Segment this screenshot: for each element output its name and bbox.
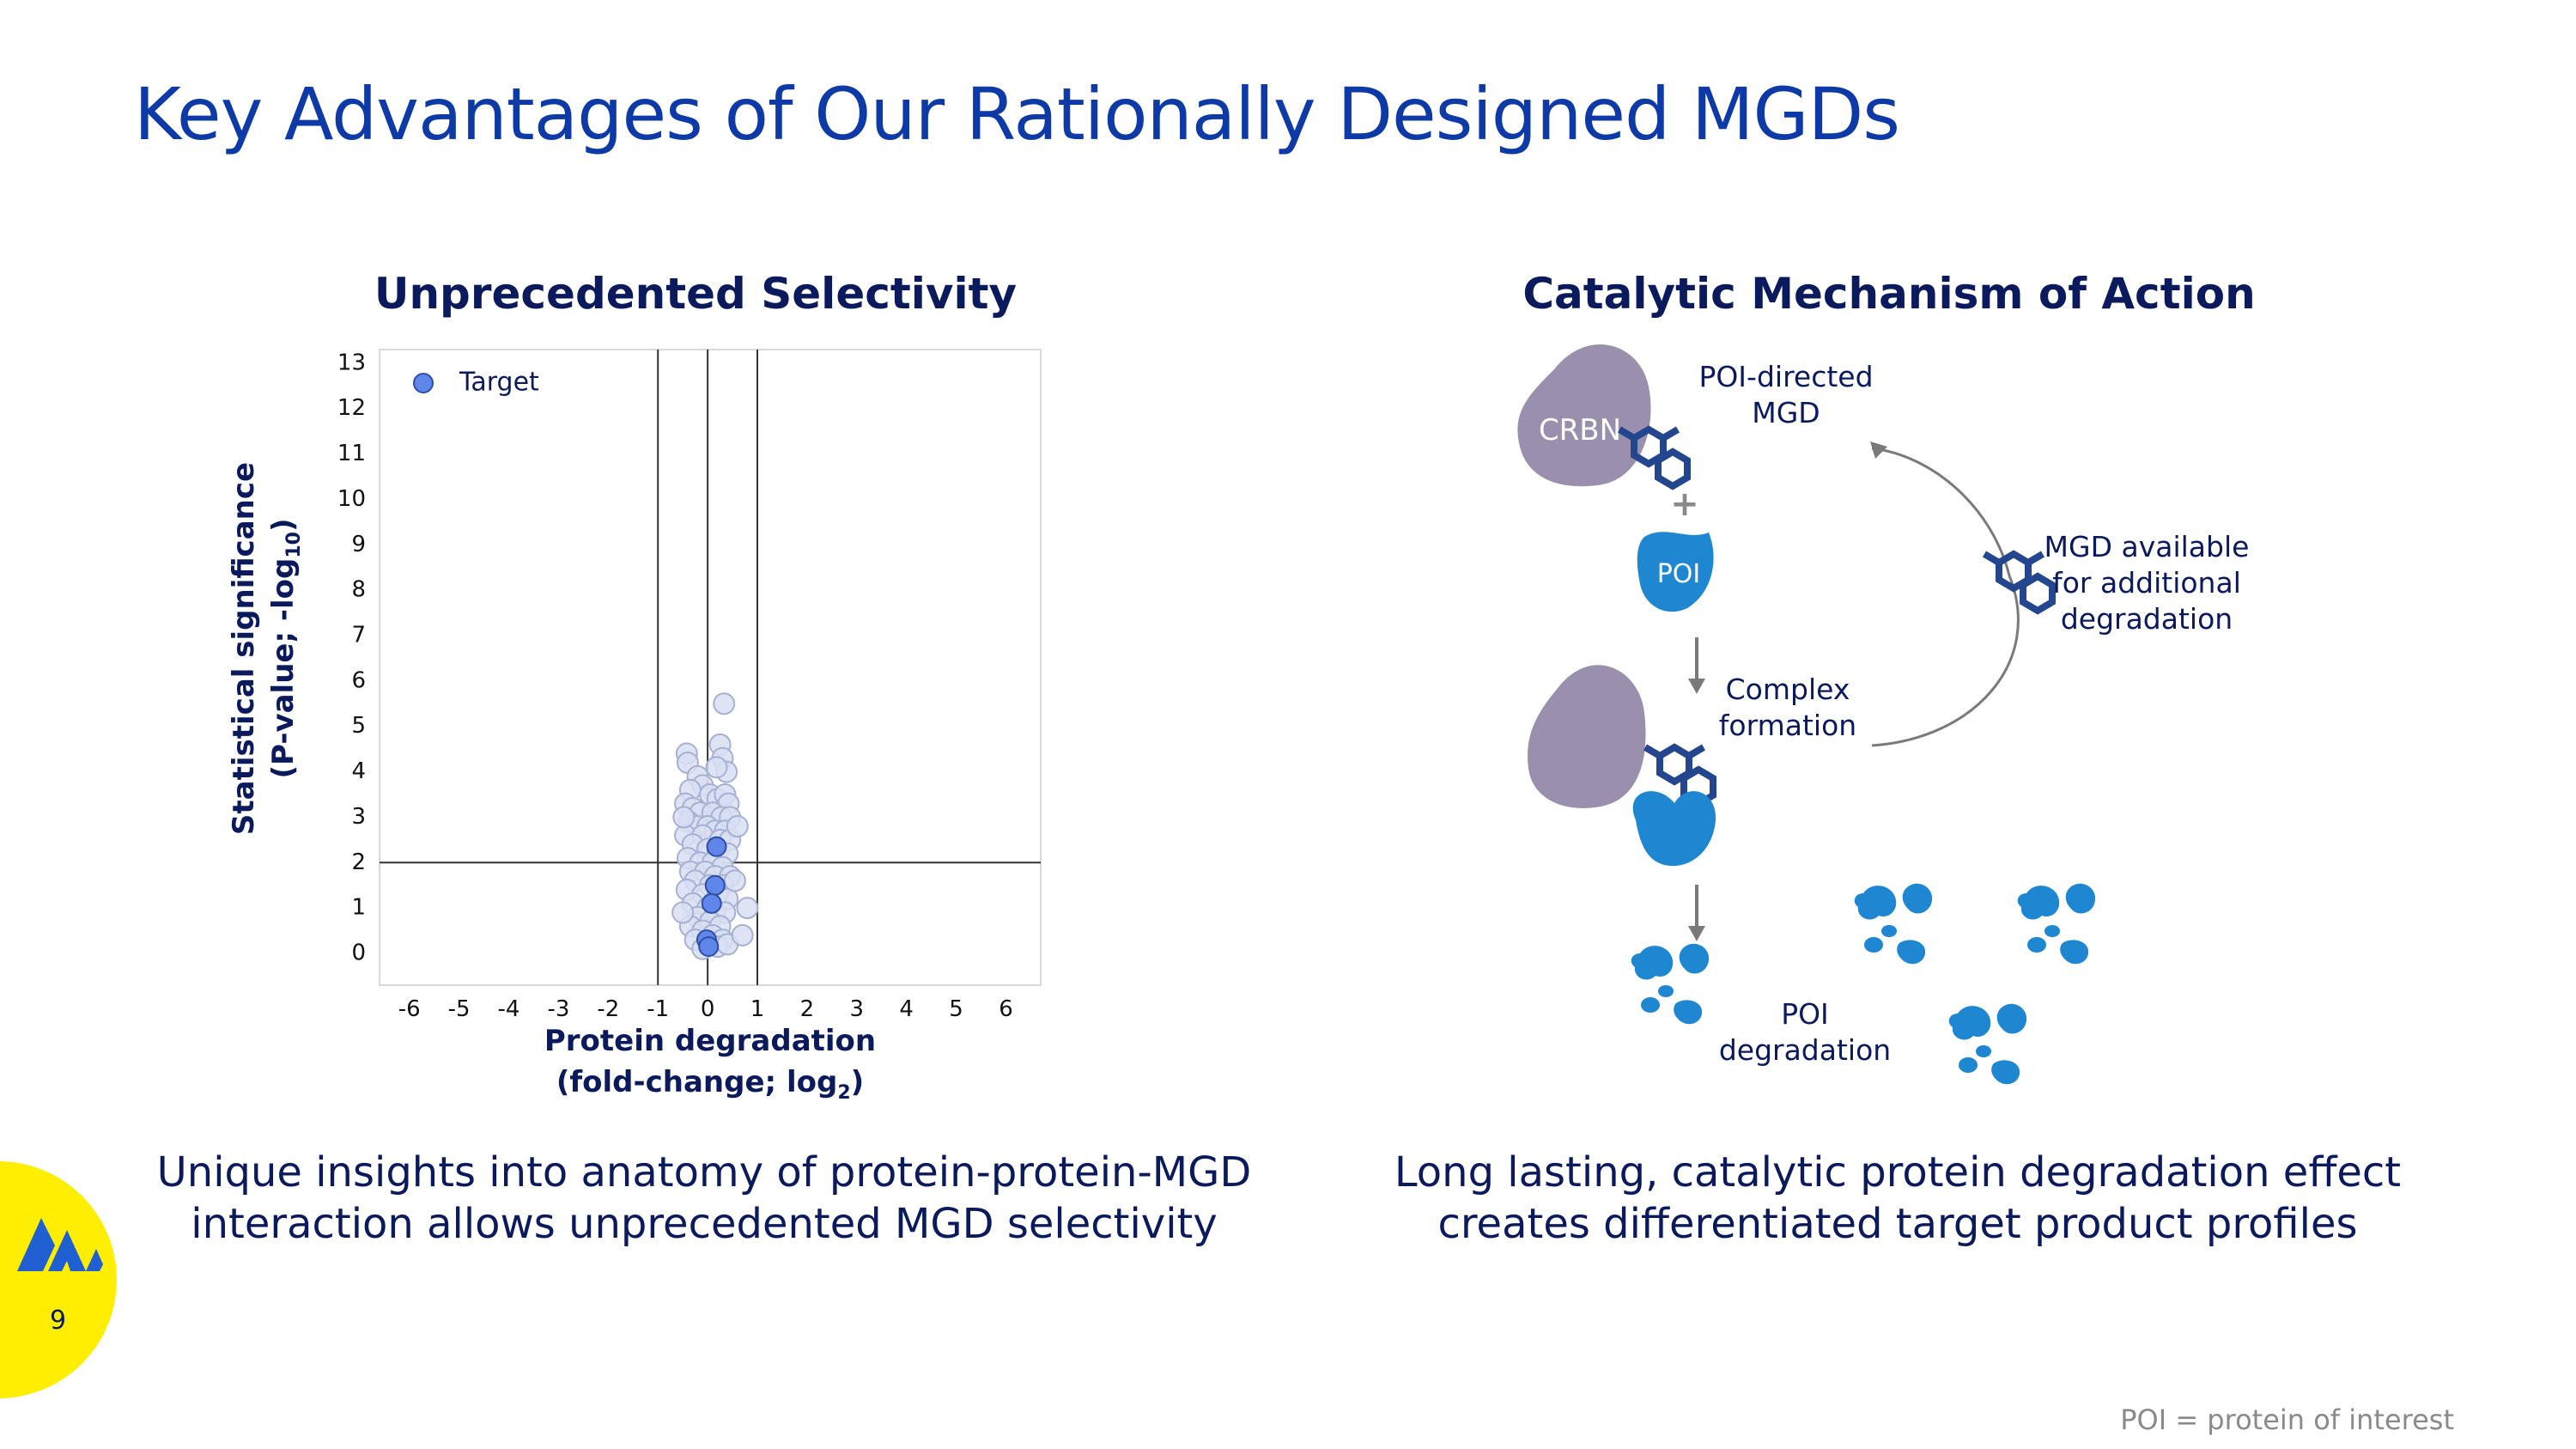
target-point bbox=[698, 936, 720, 958]
footnote: POI = protein of interest bbox=[2120, 1403, 2454, 1436]
y-tick-label: 5 bbox=[351, 713, 366, 739]
mgd-label-line1: POI-directed bbox=[1698, 360, 1873, 393]
background-point bbox=[705, 756, 728, 779]
x-tick-label: -6 bbox=[398, 996, 421, 1022]
y-tick-label: 13 bbox=[337, 350, 366, 375]
complex-crbn-shape bbox=[1528, 665, 1646, 808]
y-tick-label: 0 bbox=[351, 941, 366, 966]
complex-label-line2: formation bbox=[1719, 709, 1856, 742]
x-tick-label: -3 bbox=[547, 996, 569, 1022]
selectivity-caption-line2: interaction allows unprecedented MGD sel… bbox=[191, 1200, 1218, 1248]
target-point bbox=[704, 874, 726, 896]
crbn-protein-shape bbox=[1517, 344, 1651, 487]
y-axis-subtitle: (P-value; -log10) bbox=[266, 518, 305, 778]
recycled-mgd-icon bbox=[1984, 554, 2052, 611]
y-tick-label: 1 bbox=[351, 895, 366, 921]
mechanism-caption: Long lasting, catalytic protein degradat… bbox=[1391, 1147, 2404, 1250]
background-point bbox=[672, 806, 696, 829]
y-axis-title: Statistical significance bbox=[227, 462, 261, 835]
selectivity-caption-line1: Unique insights into anatomy of protein-… bbox=[156, 1148, 1252, 1196]
background-point bbox=[671, 901, 695, 924]
available-label-line2: for additional bbox=[2052, 566, 2241, 600]
x-tick-label: 5 bbox=[949, 996, 963, 1022]
target-point bbox=[701, 892, 722, 914]
x-tick-label: -4 bbox=[498, 996, 520, 1022]
y-tick-label: 2 bbox=[351, 849, 366, 875]
x-tick-label: 2 bbox=[800, 996, 815, 1022]
y-tick-label: 12 bbox=[337, 395, 366, 421]
complex-poi-shape bbox=[1632, 791, 1716, 867]
x-axis-title: Protein degradation bbox=[544, 1024, 876, 1058]
background-point bbox=[731, 923, 754, 947]
x-tick-label: -2 bbox=[597, 996, 619, 1022]
arrow-down-icon bbox=[1688, 926, 1705, 941]
legend-target-marker bbox=[413, 373, 434, 393]
mechanism-caption-line2: creates differentiated target product pr… bbox=[1437, 1200, 2358, 1248]
y-tick-label: 6 bbox=[351, 667, 366, 693]
selectivity-caption: Unique insights into anatomy of protein-… bbox=[155, 1147, 1254, 1250]
x-tick-label: 4 bbox=[899, 996, 914, 1022]
mgd-label-line2: MGD bbox=[1752, 396, 1820, 429]
degradation-label-line2: degradation bbox=[1719, 1033, 1891, 1067]
complex-label-line1: Complex bbox=[1726, 673, 1850, 706]
mechanism-caption-line1: Long lasting, catalytic protein degradat… bbox=[1394, 1148, 2402, 1196]
x-tick-label: 1 bbox=[750, 996, 765, 1022]
degradation-label-line1: POI bbox=[1781, 997, 1829, 1031]
legend-target-label: Target bbox=[459, 368, 539, 398]
x-tick-label: 0 bbox=[701, 996, 715, 1022]
background-point bbox=[723, 869, 746, 892]
background-point bbox=[726, 815, 749, 837]
x-tick-label: -1 bbox=[647, 996, 669, 1022]
x-tick-label: 6 bbox=[999, 996, 1013, 1022]
y-tick-label: 8 bbox=[351, 577, 366, 603]
available-label-line1: MGD available bbox=[2044, 530, 2250, 563]
poi-fragments-icon bbox=[1854, 883, 1933, 965]
x-axis-subtitle: (fold-change; log2) bbox=[556, 1065, 864, 1104]
poi-fragments-icon bbox=[1631, 943, 1710, 1025]
poi-protein-shape bbox=[1637, 532, 1714, 612]
poi-fragments-icon bbox=[2017, 883, 2096, 965]
crbn-label: CRBN bbox=[1539, 413, 1621, 447]
mechanism-diagram: CRBN POI-directed MGD + POI Complex form… bbox=[1517, 344, 2250, 1085]
available-label-line3: degradation bbox=[2061, 602, 2233, 636]
arrow-down-icon bbox=[1688, 679, 1705, 694]
page-number: 9 bbox=[50, 1306, 67, 1336]
recycle-arc bbox=[1871, 447, 2020, 747]
slide-title: Key Advantages of Our Rationally Designe… bbox=[134, 72, 1900, 156]
poi-label: POI bbox=[1657, 559, 1701, 589]
y-tick-label: 11 bbox=[337, 441, 366, 466]
y-tick-label: 7 bbox=[351, 623, 366, 648]
background-point bbox=[736, 897, 759, 920]
selectivity-heading: Unprecedented Selectivity bbox=[374, 269, 1018, 319]
y-tick-label: 4 bbox=[351, 758, 366, 784]
brand-logo-disc bbox=[0, 1161, 117, 1398]
x-tick-label: -5 bbox=[448, 996, 471, 1022]
y-tick-label: 10 bbox=[337, 486, 366, 512]
brand-logo-icon bbox=[17, 1218, 103, 1271]
mechanism-heading: Catalytic Mechanism of Action bbox=[1522, 269, 2256, 319]
target-point bbox=[706, 836, 727, 857]
poi-fragments-icon bbox=[1948, 1003, 2027, 1085]
background-point bbox=[713, 692, 736, 715]
y-tick-label: 9 bbox=[351, 532, 366, 557]
plus-sign: + bbox=[1670, 484, 1699, 524]
x-tick-label: 3 bbox=[850, 996, 865, 1022]
arrow-head-icon bbox=[1870, 441, 1887, 459]
y-tick-label: 3 bbox=[351, 804, 366, 830]
